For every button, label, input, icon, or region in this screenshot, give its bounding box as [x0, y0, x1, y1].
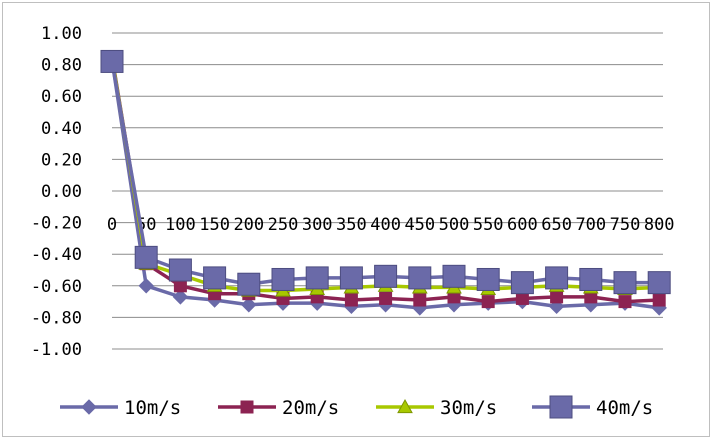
data-point	[510, 271, 534, 295]
y-tick-label: -0.80	[31, 308, 82, 328]
data-point	[344, 293, 358, 307]
data-point	[408, 266, 432, 290]
data-point	[476, 267, 500, 291]
data-point	[168, 258, 192, 282]
x-tick-label: 650	[541, 215, 572, 235]
x-tick-label: 600	[507, 215, 538, 235]
x-axis-tick-labels: 0 50 100 150 200 250 300 350 400 450 500 550 600 650 7…	[107, 215, 675, 235]
data-point	[618, 295, 632, 309]
y-tick-label: 0.00	[41, 182, 82, 202]
x-tick-label: 500	[439, 215, 470, 235]
y-tick-label: -0.40	[31, 245, 82, 265]
data-point	[515, 291, 529, 305]
data-point	[550, 290, 564, 304]
data-point	[100, 49, 124, 73]
data-point	[647, 271, 671, 295]
data-point	[652, 293, 666, 307]
data-point	[172, 289, 189, 305]
x-tick-label: 750	[610, 215, 641, 235]
x-tick-label: 200	[233, 215, 264, 235]
x-tick-label: 250	[268, 215, 299, 235]
legend-label: 10m/s	[124, 397, 181, 419]
data-point	[173, 279, 187, 293]
x-tick-label: 0	[107, 215, 117, 235]
x-tick-label: 550	[473, 215, 504, 235]
legend-entry: 20m/s	[218, 397, 339, 419]
x-tick-label: 700	[575, 215, 606, 235]
legend-label: 20m/s	[282, 397, 339, 419]
data-point	[481, 295, 495, 309]
x-tick-label: 350	[336, 215, 367, 235]
legend-entry: 30m/s	[376, 397, 497, 419]
data-point	[203, 266, 227, 290]
data-point	[613, 271, 637, 295]
y-tick-label: -0.20	[31, 214, 82, 234]
y-tick-label: 0.40	[41, 119, 82, 139]
data-point	[241, 297, 257, 313]
y-tick-label: 0.20	[41, 150, 82, 170]
data-point	[339, 266, 363, 290]
x-tick-label: 450	[404, 215, 435, 235]
y-tick-label: -1.00	[31, 340, 82, 360]
series-line	[110, 61, 660, 286]
legend-entry: 10m/s	[60, 397, 181, 419]
data-point	[579, 267, 603, 291]
y-axis-tick-labels: 1.00 0.80 0.60 0.40 0.20 0.00 -0.20 -0.40 -0.60 -…	[31, 24, 82, 360]
chart-frame	[2, 2, 710, 437]
legend-marker	[397, 398, 413, 414]
data-point	[374, 264, 398, 288]
data-point	[545, 266, 569, 290]
x-tick-label: 100	[165, 215, 196, 235]
data-point	[134, 245, 158, 269]
data-point	[413, 293, 427, 307]
x-tick-label: 150	[199, 215, 230, 235]
series-lines	[100, 49, 671, 316]
legend-entry: 40m/s	[532, 395, 653, 419]
data-point	[379, 291, 393, 305]
legend-marker	[549, 395, 573, 419]
x-tick-label: 800	[644, 215, 675, 235]
legend-label: 30m/s	[440, 397, 497, 419]
data-point	[138, 278, 154, 294]
data-point	[442, 264, 466, 288]
y-tick-label: 0.80	[41, 56, 82, 76]
data-point	[237, 272, 261, 296]
legend-marker	[240, 400, 254, 414]
legend-label: 40m/s	[596, 397, 653, 419]
legend-marker	[81, 399, 97, 415]
y-tick-label: 1.00	[41, 24, 82, 44]
data-point	[305, 266, 329, 290]
series-line	[110, 57, 660, 293]
x-tick-label: 400	[370, 215, 401, 235]
legend: 10m/s 20m/s 30m/s 40m/s	[60, 395, 653, 419]
y-tick-label: 0.60	[41, 87, 82, 107]
series-40m/s	[100, 49, 671, 296]
x-tick-label: 300	[302, 215, 333, 235]
data-point	[271, 267, 295, 291]
y-tick-label: -0.60	[31, 277, 82, 297]
